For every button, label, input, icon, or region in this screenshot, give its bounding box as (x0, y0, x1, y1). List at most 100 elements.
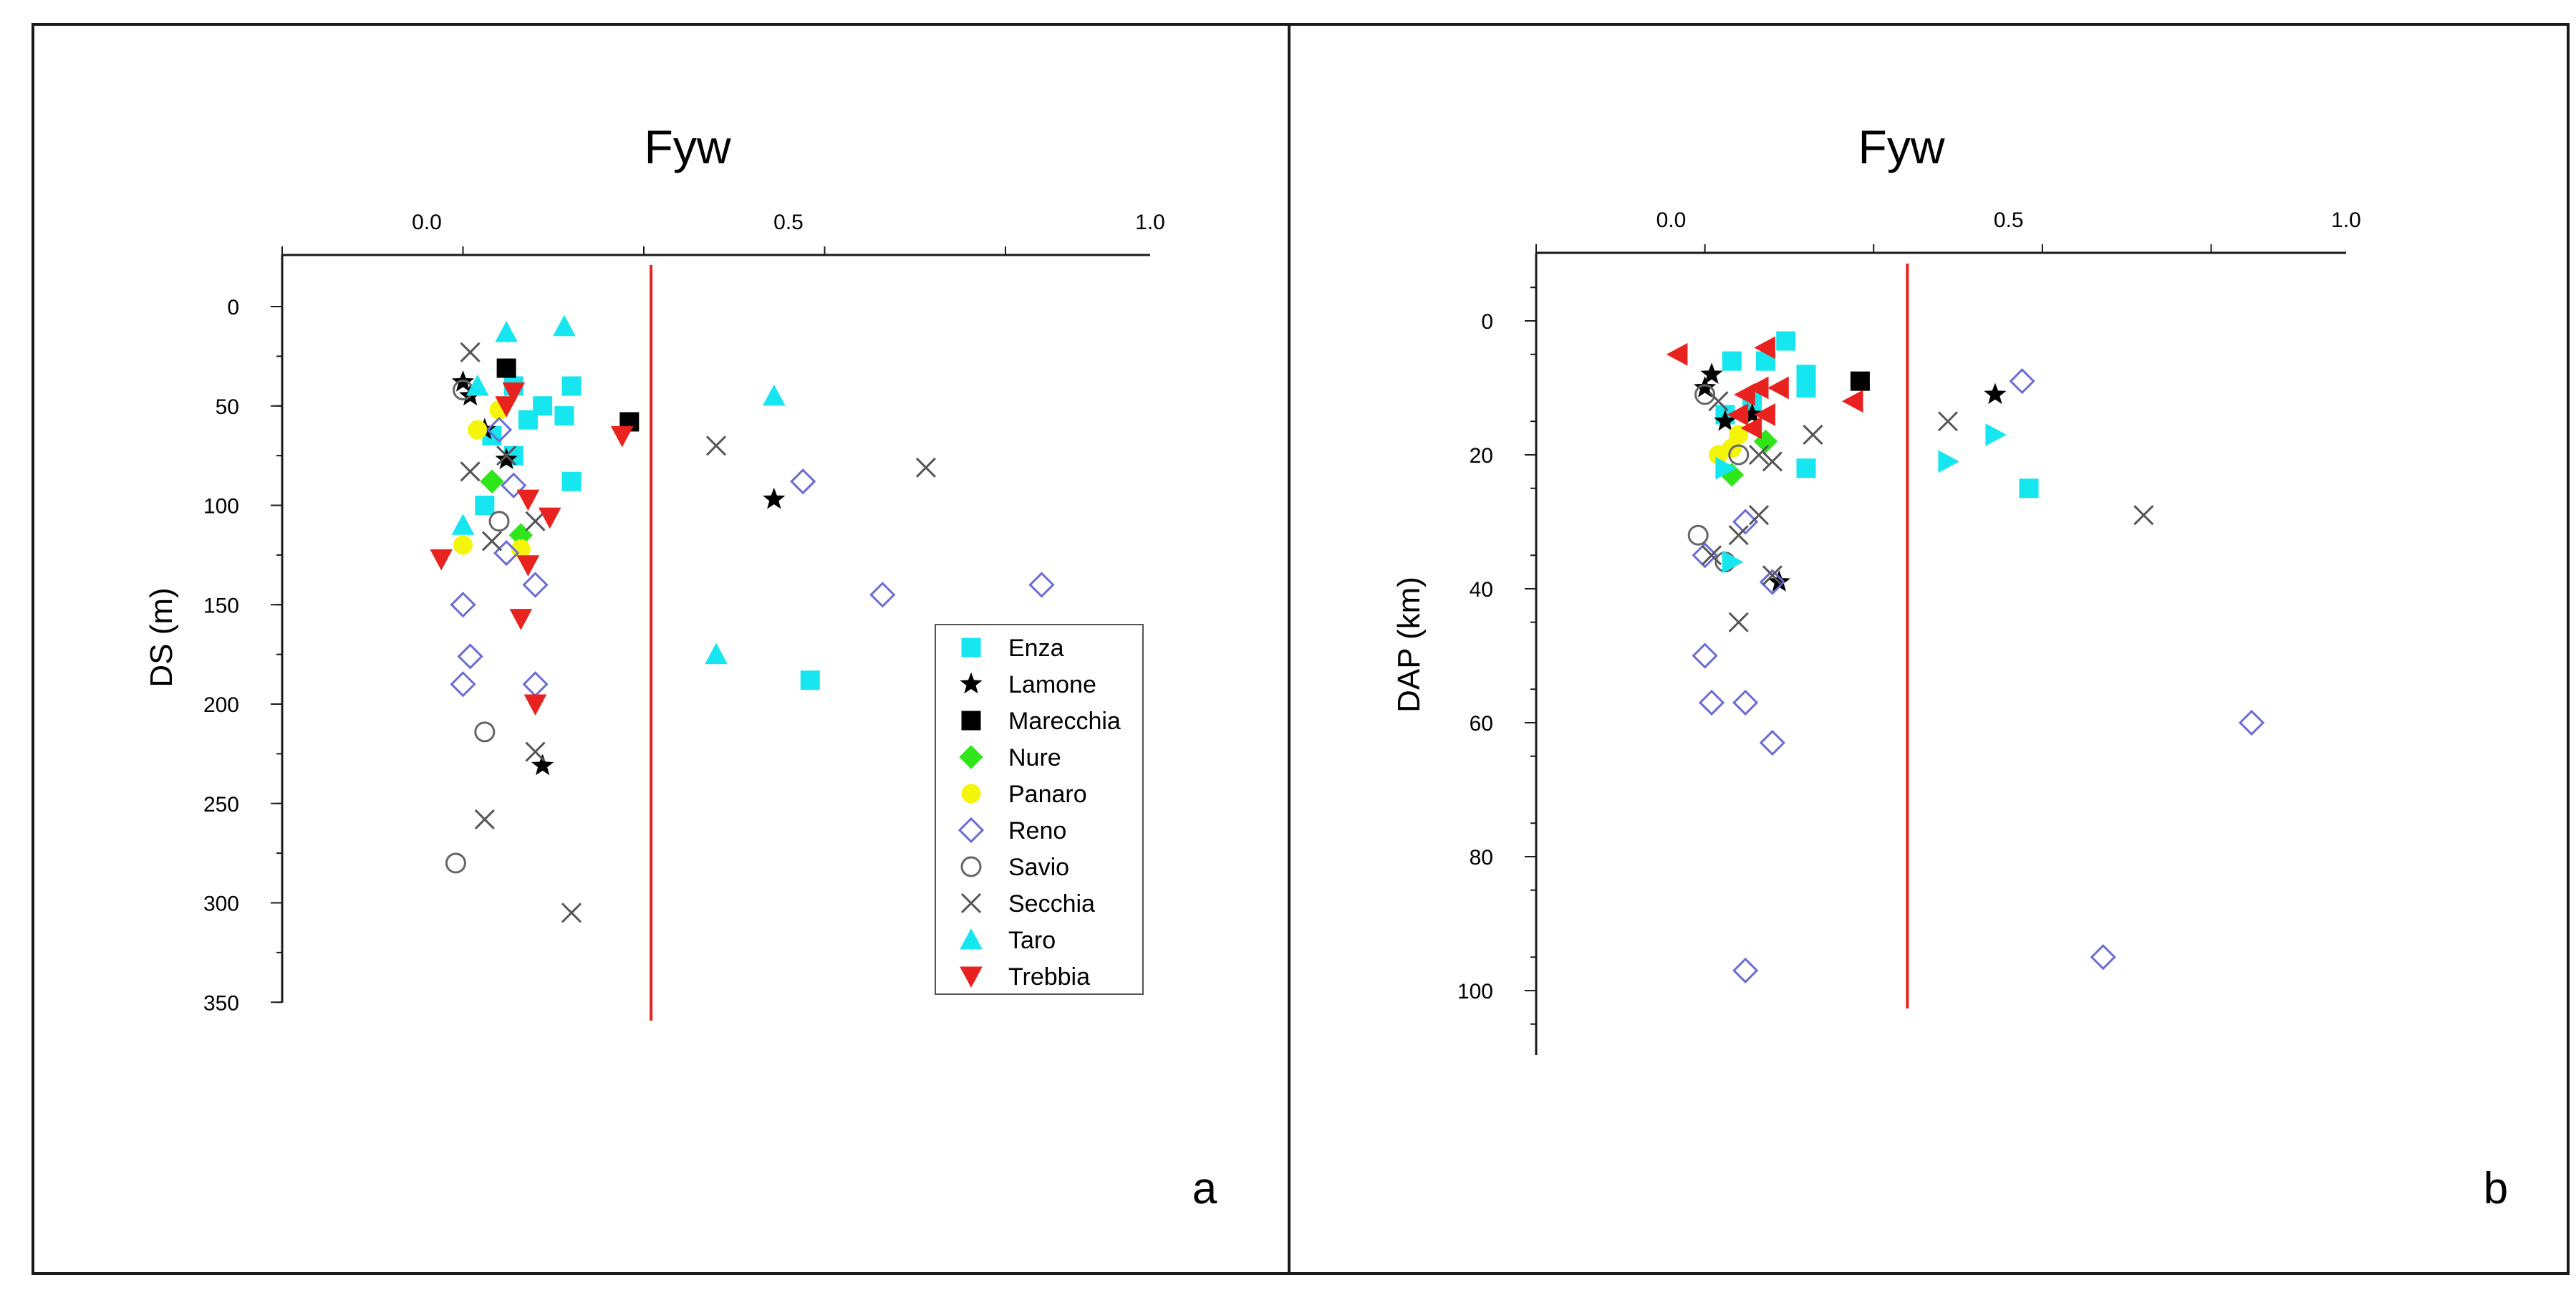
panel-b-series-trebbia (1666, 336, 1863, 440)
data-point-reno (869, 582, 896, 608)
data-point-taro (1938, 450, 1959, 473)
panel-a-x-tick-label: 0.5 (773, 211, 804, 234)
data-point-taro (553, 314, 576, 337)
panel-a-y-tick-label: 350 (203, 991, 239, 1015)
data-point-trebbia (495, 396, 518, 418)
legend-marker-trebbia (960, 966, 983, 988)
data-point-panaro (453, 535, 473, 555)
data-point-trebbia (1767, 376, 1789, 400)
data-point-lamone (1694, 376, 1717, 398)
data-point-reno (1692, 642, 1718, 669)
data-point-secchia (1748, 505, 1770, 526)
data-point-trebbia (1740, 416, 1762, 440)
data-point-enza (800, 670, 820, 690)
legend: Enza Lamone Marecchia Nure Panaro Reno Savio Se… (935, 624, 1144, 995)
data-point-secchia (474, 809, 495, 830)
panel-a-y-tick-label: 250 (203, 793, 239, 817)
data-point-enza (475, 496, 495, 515)
panel-b-y-tick-label: 100 (1457, 980, 1493, 1003)
data-point-secchia (1701, 545, 1722, 566)
data-point-reno (1692, 542, 1718, 569)
data-point-reno (1759, 569, 1785, 595)
data-point-lamone (495, 448, 518, 469)
data-point-trebbia (509, 609, 533, 630)
legend-marker-savio (960, 856, 982, 877)
legend-label-trebbia: Trebbia (1008, 963, 1090, 991)
panel-b-ylabel: DAP (km) (1391, 577, 1427, 713)
panel-a-x-tick-label: 1.0 (1135, 211, 1165, 234)
data-point-savio (1728, 444, 1750, 466)
panel-a-y-tick-label: 0 (227, 296, 239, 319)
legend-marker-marecchia (961, 711, 981, 731)
data-point-reno (1759, 729, 1785, 756)
panel-a-series-taro (451, 314, 786, 665)
data-point-trebbia (516, 555, 540, 577)
data-point-enza (2019, 478, 2039, 499)
panel-b-title: Fyw (1858, 120, 1945, 173)
data-point-secchia (1728, 525, 1749, 546)
legend-label-marecchia: Marecchia (1008, 708, 1121, 735)
data-point-secchia (1708, 391, 1729, 412)
data-point-lamone (1700, 362, 1723, 385)
panel-b-y-tick-label: 20 (1470, 444, 1493, 468)
data-point-trebbia (502, 382, 526, 404)
data-point-enza (1722, 351, 1742, 371)
panel-b-series-secchia (1701, 391, 2154, 632)
data-point-trebbia (538, 507, 561, 529)
legend-label-taro: Taro (1008, 927, 1056, 954)
panel-a-y-tick-label: 200 (203, 693, 239, 717)
data-point-lamone (763, 487, 786, 509)
data-point-secchia (705, 435, 727, 456)
data-point-trebbia (430, 549, 453, 571)
data-point-secchia (1728, 612, 1749, 632)
data-point-lamone (531, 754, 554, 776)
data-point-savio (1687, 524, 1709, 546)
legend-marker-reno (957, 817, 985, 844)
data-point-reno (486, 416, 513, 443)
legend-label-savio: Savio (1008, 854, 1069, 881)
data-point-enza (1796, 378, 1816, 398)
panel-b-y-tick-label: 40 (1470, 578, 1493, 602)
data-point-enza (554, 406, 574, 426)
data-point-secchia (1803, 424, 1823, 446)
panel-a-series-enza (475, 376, 820, 690)
data-point-savio (474, 721, 496, 743)
data-point-secchia (481, 531, 502, 552)
panel-b-y-tick-label: 80 (1470, 846, 1493, 870)
legend-marker-nure (959, 745, 983, 769)
data-point-secchia (915, 457, 936, 478)
panel-a-x-tick-label: 0.0 (412, 211, 442, 234)
panel-b-series-taro (1715, 423, 2007, 574)
data-point-savio (445, 852, 466, 874)
data-point-taro (1985, 423, 2007, 446)
data-point-secchia (1937, 411, 1958, 432)
data-point-reno (457, 643, 483, 670)
data-point-panaro (468, 420, 488, 440)
panel-b-points (1666, 331, 2265, 984)
data-point-enza (561, 376, 582, 396)
data-point-secchia (2133, 505, 2154, 526)
data-point-trebbia (516, 489, 540, 511)
panel-b-y-tick-label: 60 (1470, 712, 1493, 736)
data-point-trebbia (1754, 336, 1775, 360)
data-point-enza (561, 471, 582, 491)
data-point-enza (518, 410, 538, 430)
legend-marker-enza (961, 637, 981, 658)
data-point-savio (1694, 384, 1716, 405)
data-point-reno (1698, 689, 1725, 716)
data-point-reno (1732, 689, 1759, 716)
data-point-trebbia (1666, 342, 1688, 366)
data-point-taro (705, 642, 728, 665)
data-point-secchia (525, 741, 546, 762)
legend-label-nure: Nure (1008, 744, 1061, 771)
data-point-trebbia (1727, 403, 1749, 426)
data-point-reno (1732, 957, 1759, 984)
panel-a: Fyw DS (m) a 0.0 0.5 1.0 0 50 100 150 200 250 300… (144, 120, 1217, 1213)
panel-b-x-tick-label: 0.0 (1656, 208, 1687, 232)
panel-a-title: Fyw (645, 120, 731, 173)
data-point-reno (522, 572, 549, 598)
data-point-taro (762, 384, 786, 406)
panel-b-x-tick-label: 1.0 (2331, 208, 2361, 232)
legend-label-secchia: Secchia (1008, 890, 1095, 918)
panel-a-letter: a (1192, 1164, 1217, 1213)
